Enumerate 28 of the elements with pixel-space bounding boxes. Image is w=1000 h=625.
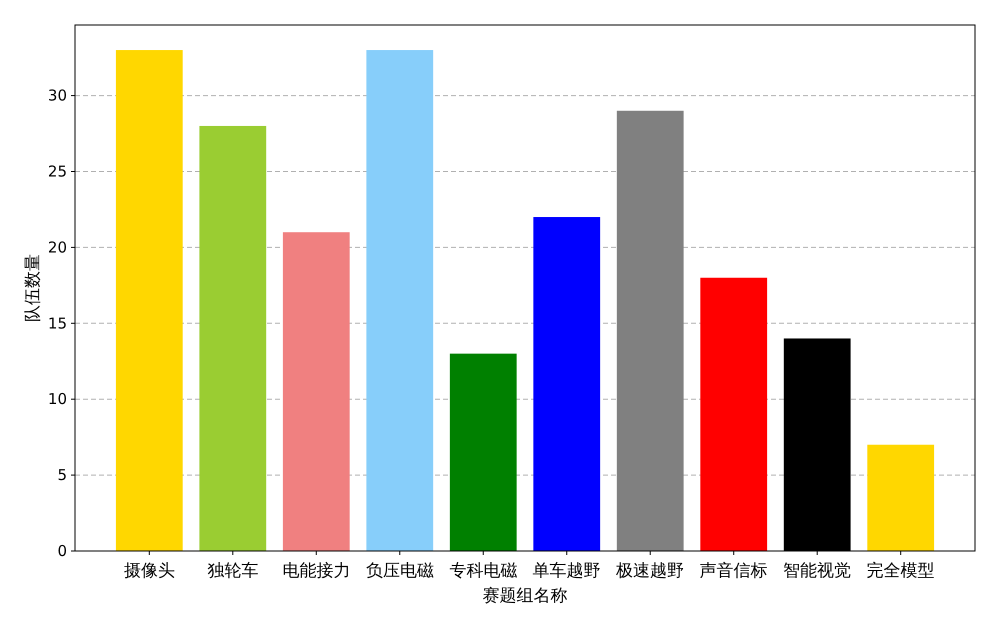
y-tick-label: 5 <box>57 466 67 484</box>
x-tick-label: 独轮车 <box>207 561 258 581</box>
y-tick-label: 0 <box>57 542 67 560</box>
y-tick-label: 25 <box>48 162 67 180</box>
x-tick-label: 电能接力 <box>282 561 350 581</box>
x-tick-label: 完全模型 <box>866 561 935 581</box>
bar <box>700 278 768 551</box>
x-tick-label: 负压电磁 <box>366 561 434 581</box>
bar <box>867 444 934 551</box>
x-tick-label: 智能视觉 <box>783 561 852 581</box>
y-tick-label: 20 <box>48 238 67 256</box>
x-tick-label: 单车越野 <box>532 561 601 581</box>
y-tick-label: 15 <box>48 314 67 332</box>
bar <box>533 217 600 551</box>
x-tick-label: 摄像头 <box>124 561 175 581</box>
bar <box>282 232 350 551</box>
x-axis-title: 赛题组名称 <box>482 586 568 606</box>
y-tick-label: 10 <box>48 390 67 408</box>
bar <box>366 50 434 551</box>
x-tick-label: 声音信标 <box>700 561 768 581</box>
bar <box>450 354 517 551</box>
x-tick-label: 极速越野 <box>615 561 684 581</box>
bar <box>199 126 266 551</box>
x-tick-label: 专科电磁 <box>449 561 518 581</box>
y-tick-label: 30 <box>48 86 67 105</box>
bar <box>616 110 684 551</box>
bar <box>116 50 183 551</box>
y-axis-title: 队伍数量 <box>23 254 43 322</box>
